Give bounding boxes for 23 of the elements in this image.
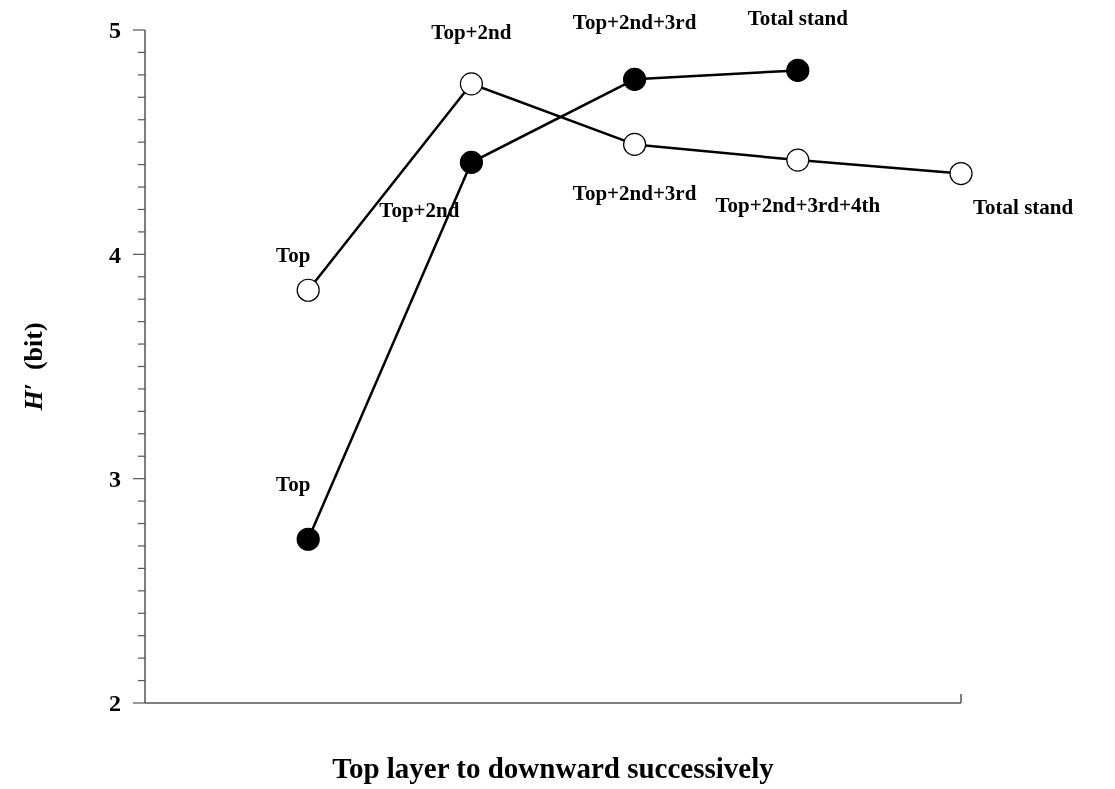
point (623, 67, 647, 91)
point (459, 72, 483, 96)
data-label: Top+2nd+3rd (572, 181, 697, 206)
y-tick-label: 2 (109, 690, 121, 717)
data-label: Top+2nd+3rd+4th (715, 193, 881, 218)
data-label: Total stand (973, 194, 1074, 219)
point (786, 58, 810, 82)
y-axis-title: H′ (bit) (19, 322, 48, 412)
x-axis-title: Top layer to downward successively (332, 752, 775, 784)
point (459, 150, 483, 174)
data-label: Top+2nd+3rd (572, 10, 697, 35)
point (786, 148, 810, 172)
point (623, 132, 647, 157)
y-tick-label: 4 (109, 241, 121, 268)
y-tick-label: 5 (109, 17, 121, 44)
point (949, 161, 973, 186)
y-tick-label: 3 (109, 466, 121, 493)
data-label: Top+2nd (431, 19, 512, 44)
point (296, 527, 320, 551)
point (296, 278, 320, 302)
data-label: Top (276, 472, 311, 497)
data-label: Total stand (747, 6, 849, 31)
data-label: Top (276, 243, 311, 268)
